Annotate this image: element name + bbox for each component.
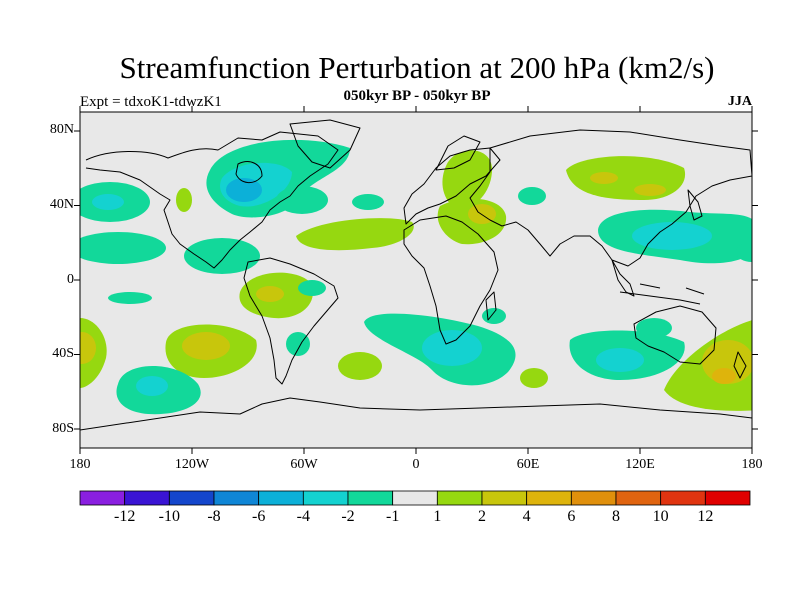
anomaly-region-trop-e-pacific [80,232,166,264]
colorbar-swatch [615,490,662,506]
anomaly-region-amazon-neg [298,280,326,296]
anomaly-region-south-indian-core [596,348,644,372]
anomaly-region-far-sw-pacific-core [80,332,96,364]
anomaly-region-central-asia-core-a [590,172,618,184]
anomaly-region-azores [352,194,384,210]
anomaly-region-chile [286,332,310,356]
lat-label-40n: 40N [49,197,74,212]
anomaly-region-central-asia-core-b [634,184,666,196]
anomaly-region-ne-pacific-core [92,194,124,210]
plot-subtitle: 050kyr BP - 050kyr BP [343,88,491,104]
lat-label-80n: 80N [49,122,74,137]
coast-indochina [611,259,635,297]
colorbar-swatch [258,490,304,506]
colorbar-label: -4 [296,508,310,525]
colorbar-label: -12 [113,508,136,525]
axis-ticks [74,106,758,454]
coast-africa [403,215,499,345]
colorbar [79,490,751,506]
anomaly-region-w-australia [636,318,672,338]
colorbar-label: 10 [652,508,669,525]
colorbar-label: 2 [478,508,486,525]
anomaly-region-east-europe [442,150,493,209]
lon-label-60e: 60E [516,457,540,472]
colorbar-swatch [213,490,260,506]
colorbar-swatch [79,490,126,506]
anomaly-region-alaska-pos [176,188,192,212]
anomaly-region-nz-center [712,368,736,384]
colorbar-label: 1 [433,508,442,525]
coast-hudson-bay [235,161,263,183]
experiment-label: Expt = tdxoK1-tdwzK1 [80,94,222,110]
lat-label-40s: 40S [52,346,74,361]
contour-fields [80,139,752,415]
lon-label-60w: 60W [290,457,318,472]
lon-label-120e: 120E [625,457,655,472]
coast-south-america [243,257,339,385]
colorbar-label: 6 [567,508,576,525]
lat-label-80s: 80S [52,421,74,436]
colorbar-swatch [526,490,572,506]
colorbar-swatch [436,490,483,506]
coast-japan [687,189,703,221]
colorbar-swatch [392,490,438,506]
coast-north-america [85,131,339,269]
coast-indonesia [619,283,705,305]
coast-new-zealand [733,351,747,379]
coast-greenland [289,119,361,169]
anomaly-region-newfoundland [276,186,328,214]
anomaly-region-trop-atlantic [296,218,414,251]
colorbar-label: -6 [251,508,266,525]
colorbar-swatch [570,490,617,506]
anomaly-region-madagascar [482,308,506,324]
anomaly-region-dateline-north [736,242,752,262]
anomaly-region-central-america [184,238,260,274]
lat-label-0: 0 [67,272,74,287]
colorbar-label: -10 [158,508,180,525]
colorbar-label: 12 [697,508,714,525]
coast-asia [469,129,752,267]
lon-label-180e: 180 [741,457,763,472]
anomaly-region-caspian [518,187,546,205]
anomaly-region-se-pacific-core [182,332,230,360]
lon-label-0: 0 [412,457,420,472]
coast-scandinavia [435,135,481,171]
colorbar-swatch [347,490,394,506]
colorbar-swatch [704,490,751,506]
coast-europe [403,147,501,225]
lon-label-120w: 120W [174,457,210,472]
colorbar-label: -8 [207,508,221,525]
anomaly-region-brazil-neg [108,292,152,304]
colorbar-swatch [124,490,170,506]
coast-madagascar [485,291,497,321]
coast-australia [633,305,717,365]
colorbar-label: 8 [612,508,620,525]
anomaly-region-canada-center [226,178,262,202]
anomaly-region-s-indian-pos [520,368,548,388]
colorbar-swatch [302,490,349,506]
colorbar-swatch [481,490,528,506]
anomaly-region-s-atlantic-pos [338,352,382,380]
anomaly-region-southern-pacific-core [136,376,168,396]
coastlines [80,119,752,431]
anomaly-region-south-america-core [256,286,284,302]
anomaly-region-west-pacific-core [632,222,712,250]
coast-antarctica [80,397,752,431]
colorbar-label: 4 [522,508,531,525]
season-label: JJA [727,94,752,109]
anomaly-region-south-atlantic-core [422,330,482,366]
plot-title: Streamfunction Perturbation at 200 hPa (… [119,50,715,85]
colorbar-swatch [168,490,215,506]
lon-label-180w: 180 [69,457,91,472]
colorbar-label: -2 [341,508,355,525]
colorbar-swatch [660,490,706,506]
colorbar-label: -1 [385,508,400,525]
